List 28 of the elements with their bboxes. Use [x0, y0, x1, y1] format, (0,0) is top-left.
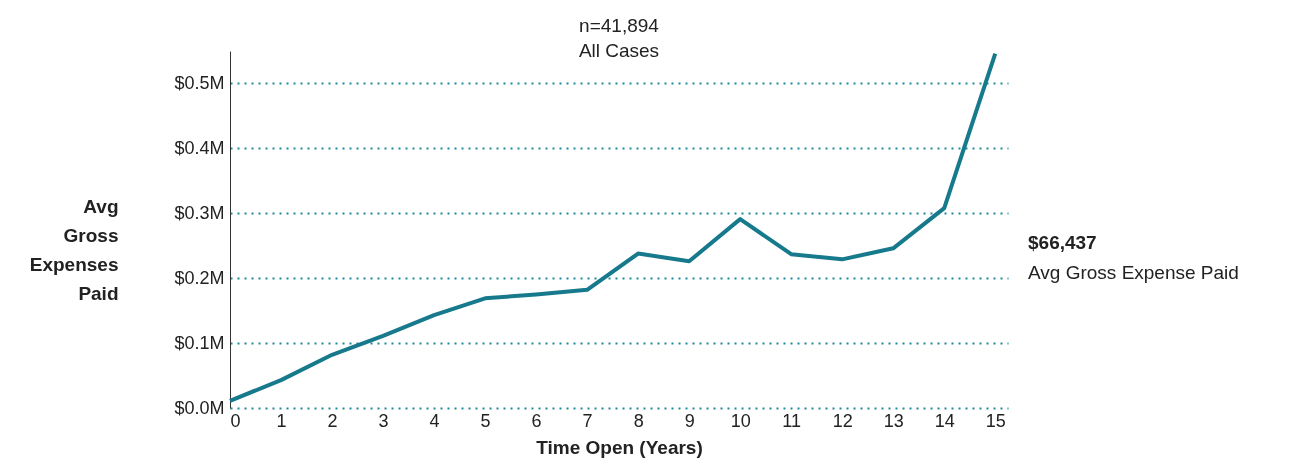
y-axis-title: Avg Gross Expenses Paid [29, 195, 119, 304]
chart-subtitle: All Cases [578, 40, 660, 61]
y-tick-label: $0.0M [174, 397, 225, 418]
x-axis-title: Time Open (Years) [536, 436, 703, 458]
text: $66,437 [1028, 232, 1097, 253]
x-tick-label: 3 [378, 410, 389, 431]
x-tick-label: 12 [832, 410, 853, 431]
text: Avg Gross Expense Paid [1028, 262, 1239, 283]
chart-title: n=41,894 [579, 15, 660, 36]
x-tick-label: 1 [276, 410, 287, 431]
y-tick-label: $0.1M [174, 332, 225, 353]
y-tick-label: $0.5M [174, 72, 225, 93]
x-tick-label: 13 [883, 410, 904, 431]
y-tick-label: $0.4M [174, 137, 225, 158]
x-tick-label: 9 [684, 410, 695, 431]
x-tick-label: 15 [985, 410, 1006, 431]
x-tick-label: 2 [327, 410, 338, 431]
x-tick-label: 7 [582, 410, 593, 431]
x-tick-label: 5 [480, 410, 491, 431]
x-tick-label: 14 [934, 410, 955, 431]
x-tick-label: 11 [782, 410, 802, 431]
x-tick-label: 8 [633, 410, 644, 431]
x-tick-label: 6 [531, 410, 542, 431]
x-tick-label: 10 [730, 410, 751, 431]
x-tick-label: 4 [429, 410, 440, 431]
x-tick-label: 0 [230, 410, 241, 431]
y-tick-label: $0.2M [174, 267, 225, 288]
y-tick-label: $0.3M [174, 202, 225, 223]
